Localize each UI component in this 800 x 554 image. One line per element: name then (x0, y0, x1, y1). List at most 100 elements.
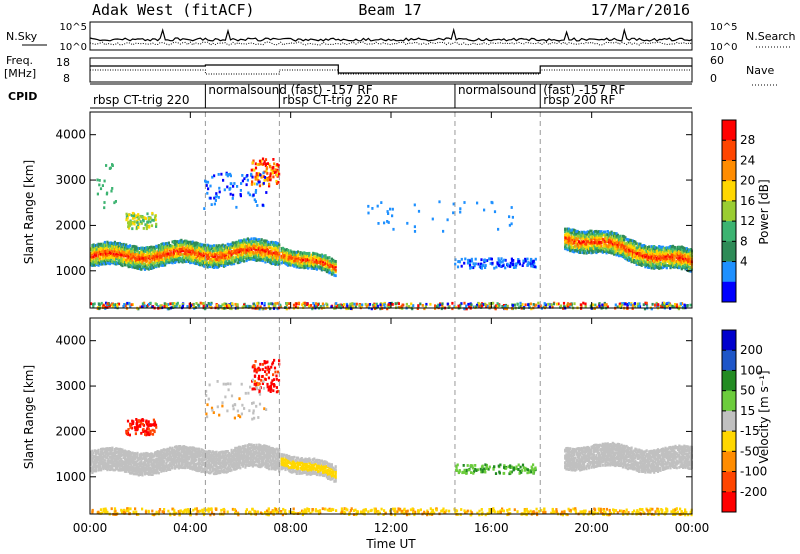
scatter-cell (289, 256, 292, 260)
scatter-cell (138, 467, 142, 471)
scatter-cell (586, 230, 589, 234)
scatter-cell (122, 254, 125, 258)
scatter-cell (240, 248, 243, 251)
scatter-cell (128, 459, 132, 463)
scatter-cell (161, 453, 164, 457)
scatter-cell (172, 305, 175, 308)
scatter-cell (97, 451, 100, 454)
scatter-cell (581, 234, 584, 238)
scatter-cell (197, 258, 201, 262)
scatter-cell (572, 245, 576, 249)
scatter-cell (656, 263, 660, 266)
scatter-cell (156, 457, 159, 461)
scatter-cell (180, 258, 183, 261)
scatter-cell (678, 305, 681, 309)
scatter-cell (133, 468, 137, 472)
scatter-cell (295, 263, 298, 267)
scatter-cell (303, 266, 306, 270)
scatter-cell (628, 253, 631, 256)
scatter-cell (274, 170, 277, 174)
scatter-cell (215, 261, 218, 265)
scatter-cell (155, 264, 158, 268)
scatter-cell (243, 248, 246, 252)
scatter-cell (646, 253, 650, 257)
scatter-cell (133, 260, 137, 263)
scatter-cell (149, 220, 152, 224)
scatter-cell (150, 464, 153, 467)
scatter-cell (313, 267, 316, 270)
scatter-cell (239, 249, 242, 253)
scatter-cell (256, 248, 259, 252)
scatter-cell (342, 305, 345, 308)
scatter-cell (117, 261, 120, 265)
scatter-cell (285, 260, 288, 264)
scatter-cell (210, 456, 213, 460)
scatter-cell (309, 304, 313, 307)
scatter-cell (177, 463, 180, 467)
scatter-cell (209, 303, 212, 306)
scatter-cell (220, 469, 223, 473)
scatter-cell (210, 203, 213, 206)
scatter-cell (108, 262, 111, 266)
scatter-cell (130, 222, 133, 226)
scatter-cell (641, 248, 644, 252)
scatter-cell (210, 253, 213, 257)
scatter-cell (169, 302, 172, 306)
scatter-cell (108, 455, 111, 459)
scatter-cell (240, 253, 243, 257)
scatter-cell (150, 473, 153, 476)
scatter-cell (138, 461, 142, 464)
nsky-panel (89, 21, 693, 51)
scatter-cell (678, 252, 681, 255)
scatter-cell (155, 454, 158, 458)
scatter-cell (264, 260, 267, 264)
scatter-cell (200, 247, 203, 251)
scatter-cell (653, 247, 656, 250)
scatter-cell (128, 221, 131, 224)
scatter-cell (569, 228, 572, 232)
scatter-cell (325, 270, 328, 274)
scatter-cell (107, 458, 110, 461)
scatter-cell (131, 256, 134, 259)
scatter-cell (100, 457, 103, 460)
scatter-cell (251, 240, 254, 243)
scatter-cell (217, 259, 221, 262)
scatter-cell (206, 466, 209, 470)
scatter-cell (185, 252, 188, 256)
scatter-cell (307, 266, 310, 270)
scatter-cell (249, 238, 252, 242)
freq-label-1: Freq. (6, 54, 33, 67)
scatter-cell (309, 262, 312, 266)
scatter-cell (460, 302, 463, 305)
scatter-cell (132, 261, 135, 264)
scatter-cell (329, 263, 332, 267)
scatter-cell (196, 252, 199, 256)
scatter-cell (110, 246, 113, 250)
scatter-cell (106, 191, 109, 195)
scatter-cell (265, 239, 268, 243)
scatter-cell (330, 268, 333, 272)
scatter-cell (501, 260, 504, 263)
scatter-cell (97, 251, 100, 255)
scatter-cell (145, 255, 148, 259)
scatter-cell (166, 459, 169, 463)
scatter-cell (332, 265, 335, 269)
scatter-cell (150, 256, 153, 259)
scatter-cell (675, 264, 678, 268)
scatter-cell (327, 260, 330, 263)
scatter-cell (485, 305, 488, 309)
scatter-cell (123, 467, 127, 471)
scatter-cell (319, 260, 322, 263)
scatter-cell (498, 264, 501, 267)
scatter-cell (294, 263, 297, 267)
scatter-cell (230, 244, 233, 247)
scatter-cell (469, 266, 472, 270)
scatter-cell (646, 249, 650, 253)
scatter-cell (262, 182, 265, 185)
scatter-cell (253, 244, 256, 247)
scatter-cell (299, 251, 302, 254)
scatter-cell (274, 248, 277, 252)
scatter-cell (194, 453, 197, 456)
scatter-cell (222, 265, 226, 268)
scatter-cell (230, 262, 233, 266)
